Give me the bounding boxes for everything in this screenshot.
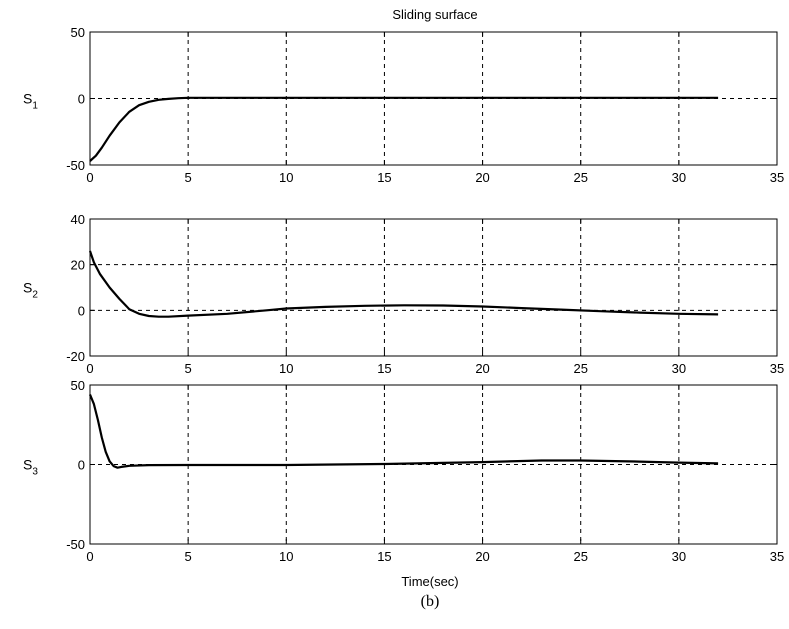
series-line-s2 (88, 250, 719, 318)
y-tick-label: 0 (78, 303, 85, 318)
x-tick-label: 25 (573, 170, 587, 185)
x-tick-label: 15 (377, 170, 391, 185)
x-tick-label: 10 (279, 170, 293, 185)
x-tick-label: 0 (86, 549, 93, 564)
y-tick-label: -50 (66, 158, 85, 173)
x-tick-label: 0 (86, 361, 93, 376)
y-tick-label: -20 (66, 349, 85, 364)
y-tick-label: -50 (66, 537, 85, 552)
y-tick-label: 50 (71, 378, 85, 393)
x-tick-label: 5 (185, 170, 192, 185)
x-tick-label: 20 (475, 170, 489, 185)
series-line-s1 (89, 96, 719, 162)
y-tick-label: 40 (71, 212, 85, 227)
x-tick-label: 20 (475, 549, 489, 564)
x-tick-label: 20 (475, 361, 489, 376)
x-tick-label: 35 (770, 170, 784, 185)
x-tick-label: 0 (86, 170, 93, 185)
y-tick-label: 20 (71, 258, 85, 273)
x-axis-label: Time(sec) (401, 574, 458, 589)
x-tick-label: 35 (770, 361, 784, 376)
x-tick-label: 30 (672, 170, 686, 185)
y-tick-label: 0 (78, 92, 85, 107)
series-line-s3 (88, 394, 719, 469)
x-tick-label: 10 (279, 361, 293, 376)
figure-title: Sliding surface (392, 7, 477, 22)
x-tick-label: 25 (573, 361, 587, 376)
y-axis-label: S2 (23, 280, 38, 301)
x-tick-label: 15 (377, 361, 391, 376)
y-tick-label: 50 (71, 25, 85, 40)
x-tick-label: 30 (672, 361, 686, 376)
x-tick-label: 10 (279, 549, 293, 564)
x-tick-label: 5 (185, 361, 192, 376)
x-tick-label: 35 (770, 549, 784, 564)
axes-box (89, 218, 778, 357)
y-tick-label: 0 (78, 458, 85, 473)
x-tick-label: 15 (377, 549, 391, 564)
x-tick-label: 30 (672, 549, 686, 564)
y-axis-label: S3 (23, 457, 38, 478)
x-tick-label: 5 (185, 549, 192, 564)
y-axis-label: S1 (23, 91, 38, 112)
x-tick-label: 25 (573, 549, 587, 564)
figure-caption: (b) (421, 593, 440, 610)
